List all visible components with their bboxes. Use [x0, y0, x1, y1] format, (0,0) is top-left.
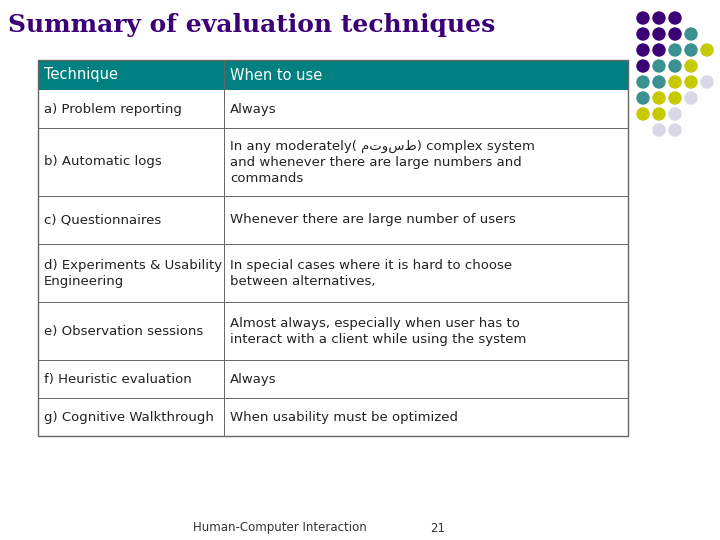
Circle shape — [637, 28, 649, 40]
Text: Always: Always — [230, 103, 276, 116]
Circle shape — [653, 124, 665, 136]
Text: When to use: When to use — [230, 68, 322, 83]
Text: f) Heuristic evaluation: f) Heuristic evaluation — [44, 373, 192, 386]
Circle shape — [653, 28, 665, 40]
Text: g) Cognitive Walkthrough: g) Cognitive Walkthrough — [44, 410, 214, 423]
Bar — [38, 196, 628, 244]
Bar — [38, 128, 628, 196]
Circle shape — [669, 124, 681, 136]
Text: c) Questionnaires: c) Questionnaires — [44, 213, 161, 226]
Bar — [38, 60, 628, 436]
Circle shape — [669, 12, 681, 24]
Circle shape — [653, 92, 665, 104]
Text: Whenever there are large number of users: Whenever there are large number of users — [230, 213, 516, 226]
Circle shape — [669, 108, 681, 120]
Bar — [38, 60, 628, 90]
Text: In any moderately( متوسط) complex system
and whenever there are large numbers an: In any moderately( متوسط) complex system… — [230, 139, 535, 185]
Circle shape — [637, 92, 649, 104]
Text: Human-Computer Interaction: Human-Computer Interaction — [193, 522, 367, 535]
Circle shape — [637, 60, 649, 72]
Circle shape — [685, 76, 697, 88]
Bar — [38, 244, 628, 302]
Circle shape — [669, 92, 681, 104]
Circle shape — [701, 76, 713, 88]
Circle shape — [653, 108, 665, 120]
Text: e) Observation sessions: e) Observation sessions — [44, 325, 203, 338]
Text: Always: Always — [230, 373, 276, 386]
Text: 21: 21 — [430, 522, 445, 535]
Bar — [38, 360, 628, 398]
Bar — [38, 90, 628, 128]
Circle shape — [653, 60, 665, 72]
Text: d) Experiments & Usability
Engineering: d) Experiments & Usability Engineering — [44, 259, 222, 287]
Circle shape — [669, 28, 681, 40]
Circle shape — [669, 60, 681, 72]
Text: b) Automatic logs: b) Automatic logs — [44, 156, 162, 168]
Text: In special cases where it is hard to choose
between alternatives,: In special cases where it is hard to cho… — [230, 259, 512, 287]
Bar — [38, 302, 628, 360]
Circle shape — [685, 92, 697, 104]
Circle shape — [653, 44, 665, 56]
Text: Technique: Technique — [44, 68, 118, 83]
Circle shape — [685, 28, 697, 40]
Circle shape — [685, 44, 697, 56]
Circle shape — [653, 12, 665, 24]
Circle shape — [637, 76, 649, 88]
Circle shape — [685, 60, 697, 72]
Circle shape — [637, 44, 649, 56]
Circle shape — [637, 108, 649, 120]
Circle shape — [669, 76, 681, 88]
Circle shape — [653, 76, 665, 88]
Circle shape — [637, 12, 649, 24]
Circle shape — [701, 44, 713, 56]
Text: Almost always, especially when user has to
interact with a client while using th: Almost always, especially when user has … — [230, 316, 526, 346]
Bar — [38, 398, 628, 436]
Circle shape — [669, 44, 681, 56]
Text: a) Problem reporting: a) Problem reporting — [44, 103, 182, 116]
Text: When usability must be optimized: When usability must be optimized — [230, 410, 458, 423]
Text: Summary of evaluation techniques: Summary of evaluation techniques — [8, 13, 495, 37]
